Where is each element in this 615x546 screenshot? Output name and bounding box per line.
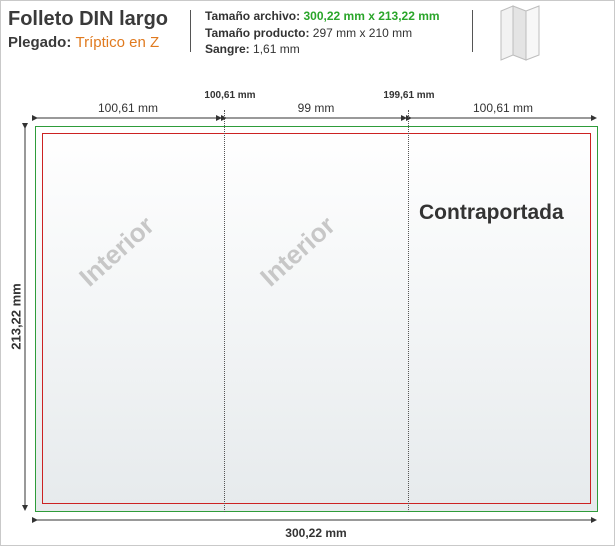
fold-2-position-label: 199,61 mm	[383, 90, 435, 101]
panel-left-width-label: 100,61 mm	[97, 101, 159, 115]
fold-type: Plegado: Tríptico en Z	[8, 34, 159, 51]
total-width-label: 300,22 mm	[285, 526, 347, 540]
spec-bleed: Sangre: 1,61 mm	[205, 42, 300, 56]
bleed-label: Sangre:	[205, 42, 250, 56]
total-height-label: 213,22 mm	[8, 283, 24, 350]
product-size-label: Tamaño producto:	[205, 26, 310, 40]
fold-1-position-label: 100,61 mm	[204, 90, 256, 101]
header-divider-left	[190, 10, 191, 52]
panel-right-label: Contraportada	[419, 201, 564, 224]
header-divider-right	[472, 10, 473, 52]
product-size-value: 297 mm x 210 mm	[312, 26, 413, 40]
bleed-area	[35, 126, 598, 512]
bleed-value: 1,61 mm	[253, 42, 300, 56]
fold-line-2	[408, 110, 409, 512]
page-title: Folleto DIN largo	[8, 8, 168, 30]
fold-value: Tríptico en Z	[75, 34, 160, 51]
file-size-label: Tamaño archivo:	[205, 9, 301, 23]
fold-label: Plegado:	[8, 34, 72, 51]
fold-line-1	[224, 110, 225, 512]
spec-product-size: Tamaño producto: 297 mm x 210 mm	[205, 26, 412, 40]
file-size-value: 300,22 mm x 213,22 mm	[303, 9, 440, 23]
trim-line	[42, 133, 591, 504]
spec-file-size: Tamaño archivo: 300,22 mm x 213,22 mm	[205, 9, 440, 23]
panel-right-width-label: 100,61 mm	[472, 101, 534, 115]
folded-leaflet-icon	[495, 3, 547, 67]
panel-middle-width-label: 99 mm	[297, 101, 335, 115]
